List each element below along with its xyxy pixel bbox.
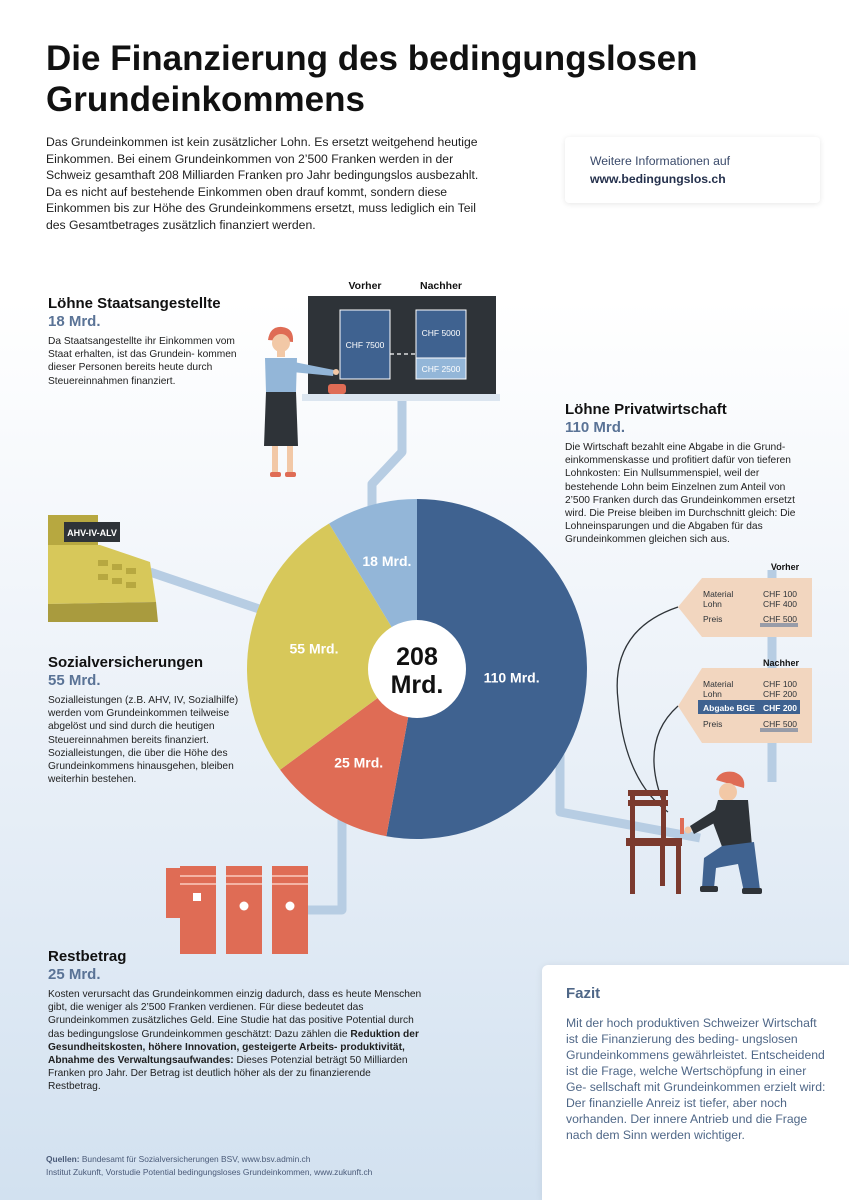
tag-row-value: CHF 100 (763, 679, 797, 689)
pie-slice (280, 669, 417, 837)
section-title: Restbetrag (48, 948, 127, 965)
price-tag-vorher (678, 578, 812, 637)
fazit-title: Fazit (566, 985, 601, 1002)
tag-row-value: CHF 200 (763, 703, 797, 713)
sources: Quellen: Bundesamt für Sozialversicherun… (46, 1153, 526, 1179)
sources-label: Quellen: (46, 1154, 80, 1164)
connector-privat (555, 742, 701, 843)
price-tag-nachher (678, 668, 812, 743)
tag-row-label: Material (703, 679, 733, 689)
section-title: Sozialversicherungen (48, 654, 204, 671)
fazit-text: Mit der hoch produktiven Schweizer Wirts… (566, 1016, 826, 1142)
filing-cabinets-icon (166, 866, 308, 954)
pie-total-unit: Mrd. (391, 671, 444, 699)
pie-chart: 110 Mrd. 25 Mrd. 55 Mrd. 18 Mrd. 208 Mrd. (246, 499, 587, 839)
info-box: Weitere Informationen auf www.bedingungs… (565, 137, 820, 203)
board-nachher-top: CHF 5000 (422, 328, 461, 338)
section-text: Da Staatsangestellte ihr Einkommen vom S… (48, 336, 237, 387)
section-text: Sozialleistungen (z.B. AHV, IV, Sozialhi… (48, 695, 239, 786)
pie-total-number: 208 (396, 643, 438, 671)
source-line: Bundesamt für Sozialversicherungen BSV, … (79, 1154, 311, 1164)
tag-row-label: Lohn (703, 599, 722, 609)
connector-rest (306, 808, 347, 915)
section-title: Löhne Staatsangestellte (48, 295, 221, 312)
pie-slice (246, 523, 417, 770)
tag-row-value: CHF 500 (763, 719, 797, 729)
pie-slice-label: 110 Mrd. (484, 670, 540, 686)
section-text: Kosten verursacht das Grundeinkommen ein… (48, 988, 426, 1094)
tag-row-label: Preis (703, 614, 722, 624)
pie-center (368, 620, 466, 718)
section-text: Die Wirtschaft bezahlt eine Abgabe in di… (565, 442, 796, 546)
tag-row-value: CHF 500 (763, 614, 797, 624)
section-rest: Restbetrag 25 Mrd. Kosten verursacht das… (48, 948, 426, 1094)
tag-row-label: Material (703, 589, 733, 599)
section-privat: Löhne Privatwirtschaft 110 Mrd. Die Wirt… (565, 401, 800, 547)
section-value: 18 Mrd. (48, 313, 101, 330)
pie-slice-label: 25 Mrd. (334, 754, 383, 770)
tag-row-value: CHF 100 (763, 589, 797, 599)
tag-row-value: CHF 200 (763, 689, 797, 699)
fazit-box: Fazit Mit der hoch produktiven Schweizer… (542, 965, 849, 1200)
register-label: AHV-IV-ALV (67, 528, 117, 538)
section-title: Löhne Privatwirtschaft (565, 401, 727, 418)
board-nachher-label: Nachher (420, 280, 462, 292)
tag-row-label: Preis (703, 719, 722, 729)
tag-vorher-label: Vorher (771, 562, 800, 572)
page-title: Die Finanzierung des bedingungslosen Gru… (46, 39, 698, 119)
teacher-figure (264, 326, 346, 477)
text-part: Kosten verursacht das Grundeinkommen ein… (48, 989, 422, 1040)
cash-register-icon (48, 515, 158, 622)
pie-slice-label: 55 Mrd. (289, 641, 338, 657)
info-line: Weitere Informationen auf (590, 154, 731, 168)
tag-strings (616, 606, 679, 813)
tag-row-label: Abgabe BGE (703, 703, 755, 713)
section-sozial: Sozialversicherungen 55 Mrd. Sozialleist… (48, 654, 256, 786)
tag-row-value: CHF 400 (763, 599, 797, 609)
board-nachher-bottom: CHF 2500 (422, 364, 461, 374)
board-vorher-label: Vorher (348, 280, 381, 292)
info-link[interactable]: www.bedingungslos.ch (590, 172, 726, 186)
tag-nachher-label: Nachher (763, 658, 800, 668)
text-bold: Reduktion der Gesundheitskosten, höhere … (48, 1028, 419, 1067)
board-vorher-value: CHF 7500 (346, 340, 385, 350)
pie-slice-label: 18 Mrd. (362, 553, 411, 569)
section-value: 110 Mrd. (565, 419, 626, 436)
section-value: 25 Mrd. (48, 966, 101, 983)
section-value: 55 Mrd. (48, 672, 101, 689)
tag-row-label: Lohn (703, 689, 722, 699)
text-part: Dieses Potenzial beträgt 50 Milliarden F… (48, 1055, 408, 1093)
intro-text: Das Grundeinkommen ist kein zusätzlicher… (46, 135, 479, 232)
connector-sozial (148, 567, 270, 617)
pie-slice (386, 499, 587, 839)
chair-worker-figure (626, 771, 762, 894)
chalkboard (302, 296, 500, 401)
section-staat: Löhne Staatsangestellte 18 Mrd. Da Staat… (48, 295, 248, 388)
source-line: Institut Zukunft, Vorstudie Potential be… (46, 1167, 373, 1177)
